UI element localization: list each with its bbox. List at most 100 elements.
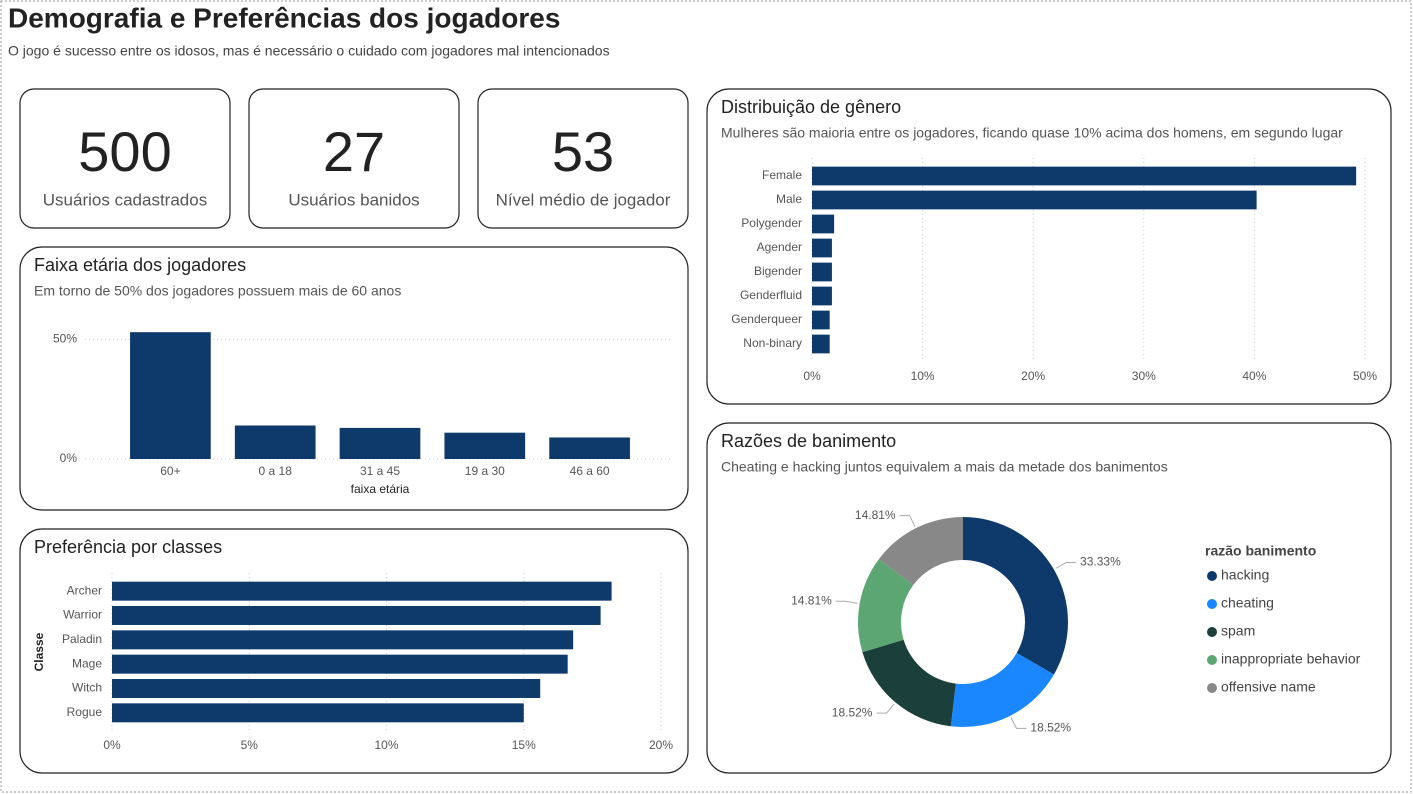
- bar: [112, 703, 524, 723]
- y-tick-label: Archer: [67, 583, 102, 597]
- x-tick-label: 20%: [649, 738, 673, 752]
- bar: [812, 262, 832, 282]
- bar: [812, 310, 830, 330]
- chart-title: Faixa etária dos jogadores: [34, 255, 246, 275]
- leader-line: [835, 600, 858, 604]
- panel: [19, 528, 689, 774]
- bar: [444, 432, 526, 459]
- y-tick-label: 50%: [53, 332, 77, 346]
- bar: [812, 214, 835, 234]
- x-tick-label: 46 a 60: [570, 464, 610, 478]
- bar: [234, 425, 316, 459]
- y-tick-label: Rogue: [67, 705, 103, 719]
- card-value: 27: [323, 120, 385, 183]
- legend-swatch: [1207, 571, 1217, 581]
- y-tick-label: Non-binary: [743, 336, 802, 350]
- y-tick-label: Witch: [72, 681, 102, 695]
- y-tick-label: Warrior: [63, 608, 102, 622]
- bar: [812, 334, 830, 354]
- y-axis-label: Classe: [32, 632, 46, 671]
- x-tick-label: 60+: [160, 464, 180, 478]
- legend-label: hacking: [1221, 567, 1269, 583]
- x-tick-label: 40%: [1242, 369, 1266, 383]
- leader-line: [1055, 562, 1077, 569]
- y-tick-label: Polygender: [741, 216, 802, 230]
- x-tick-label: 19 a 30: [465, 464, 505, 478]
- card-value: 53: [552, 120, 614, 183]
- bar: [112, 581, 612, 601]
- legend-label: spam: [1221, 623, 1255, 639]
- leader-line: [876, 703, 895, 714]
- donut-slice: [862, 639, 956, 727]
- x-tick-label: 0 a 18: [259, 464, 293, 478]
- legend-label: inappropriate behavior: [1221, 651, 1361, 667]
- card-label: Usuários banidos: [288, 190, 419, 209]
- bar: [549, 437, 630, 459]
- data-label: 18.52%: [1030, 721, 1071, 735]
- x-tick-label: 15%: [512, 738, 536, 752]
- card-label: Nível médio de jogador: [496, 190, 671, 209]
- x-tick-label: 10%: [911, 369, 935, 383]
- x-tick-label: 0%: [803, 369, 821, 383]
- y-tick-label: Female: [762, 168, 802, 182]
- x-tick-label: 50%: [1353, 369, 1377, 383]
- chart-title: Preferência por classes: [34, 537, 222, 557]
- chart-subtitle: Mulheres são maioria entre os jogadores,…: [721, 125, 1343, 141]
- data-label: 33.33%: [1080, 555, 1121, 569]
- y-tick-label: Genderfluid: [740, 288, 802, 302]
- chart-subtitle: Cheating e hacking juntos equivalem a ma…: [721, 459, 1168, 475]
- y-tick-label: Genderqueer: [731, 312, 802, 326]
- bar: [112, 630, 574, 650]
- y-tick-label: Male: [776, 192, 802, 206]
- legend-swatch: [1207, 599, 1217, 609]
- leader-line: [899, 515, 916, 527]
- legend-swatch: [1207, 627, 1217, 637]
- bar: [112, 679, 541, 698]
- donut-slice: [963, 517, 1068, 675]
- card: [19, 88, 231, 229]
- y-tick-label: 0%: [60, 451, 78, 465]
- data-label: 14.81%: [855, 508, 896, 522]
- x-tick-label: 31 a 45: [360, 464, 400, 478]
- donut-slice: [878, 517, 963, 585]
- bar: [812, 238, 832, 258]
- y-tick-label: Bigender: [754, 264, 802, 278]
- y-tick-label: Mage: [72, 656, 102, 670]
- legend-swatch: [1207, 683, 1217, 693]
- page-title: Demografia e Preferências dos jogadores: [8, 2, 560, 33]
- card-label: Usuários cadastrados: [43, 190, 207, 209]
- leader-line: [1010, 717, 1027, 729]
- legend-swatch: [1207, 655, 1217, 665]
- bar: [812, 190, 1257, 210]
- page-subtitle: O jogo é sucesso entre os idosos, mas é …: [8, 43, 610, 59]
- chart-title: Distribuição de gênero: [721, 97, 901, 117]
- chart-title: Razões de banimento: [721, 431, 896, 451]
- bar: [130, 332, 211, 459]
- bar: [112, 606, 601, 625]
- legend-label: offensive name: [1221, 679, 1316, 695]
- legend-label: cheating: [1221, 595, 1274, 611]
- donut-slice: [950, 653, 1054, 727]
- x-tick-label: 0%: [103, 738, 121, 752]
- x-tick-label: 30%: [1132, 369, 1156, 383]
- card: [477, 88, 689, 229]
- x-axis-label: faixa etária: [351, 482, 410, 496]
- card: [248, 88, 460, 229]
- y-tick-label: Paladin: [62, 632, 102, 646]
- x-tick-label: 20%: [1021, 369, 1045, 383]
- card-value: 500: [78, 120, 171, 183]
- x-tick-label: 5%: [241, 738, 259, 752]
- bar: [112, 654, 568, 674]
- bar: [339, 427, 421, 459]
- bar: [812, 166, 1357, 186]
- data-label: 14.81%: [791, 593, 832, 607]
- bar: [812, 286, 832, 306]
- donut-slice: [858, 559, 914, 653]
- chart-subtitle: Em torno de 50% dos jogadores possuem ma…: [34, 283, 401, 299]
- data-label: 18.52%: [832, 705, 873, 719]
- y-tick-label: Agender: [757, 240, 802, 254]
- legend-title: razão banimento: [1205, 543, 1316, 559]
- x-tick-label: 10%: [374, 738, 398, 752]
